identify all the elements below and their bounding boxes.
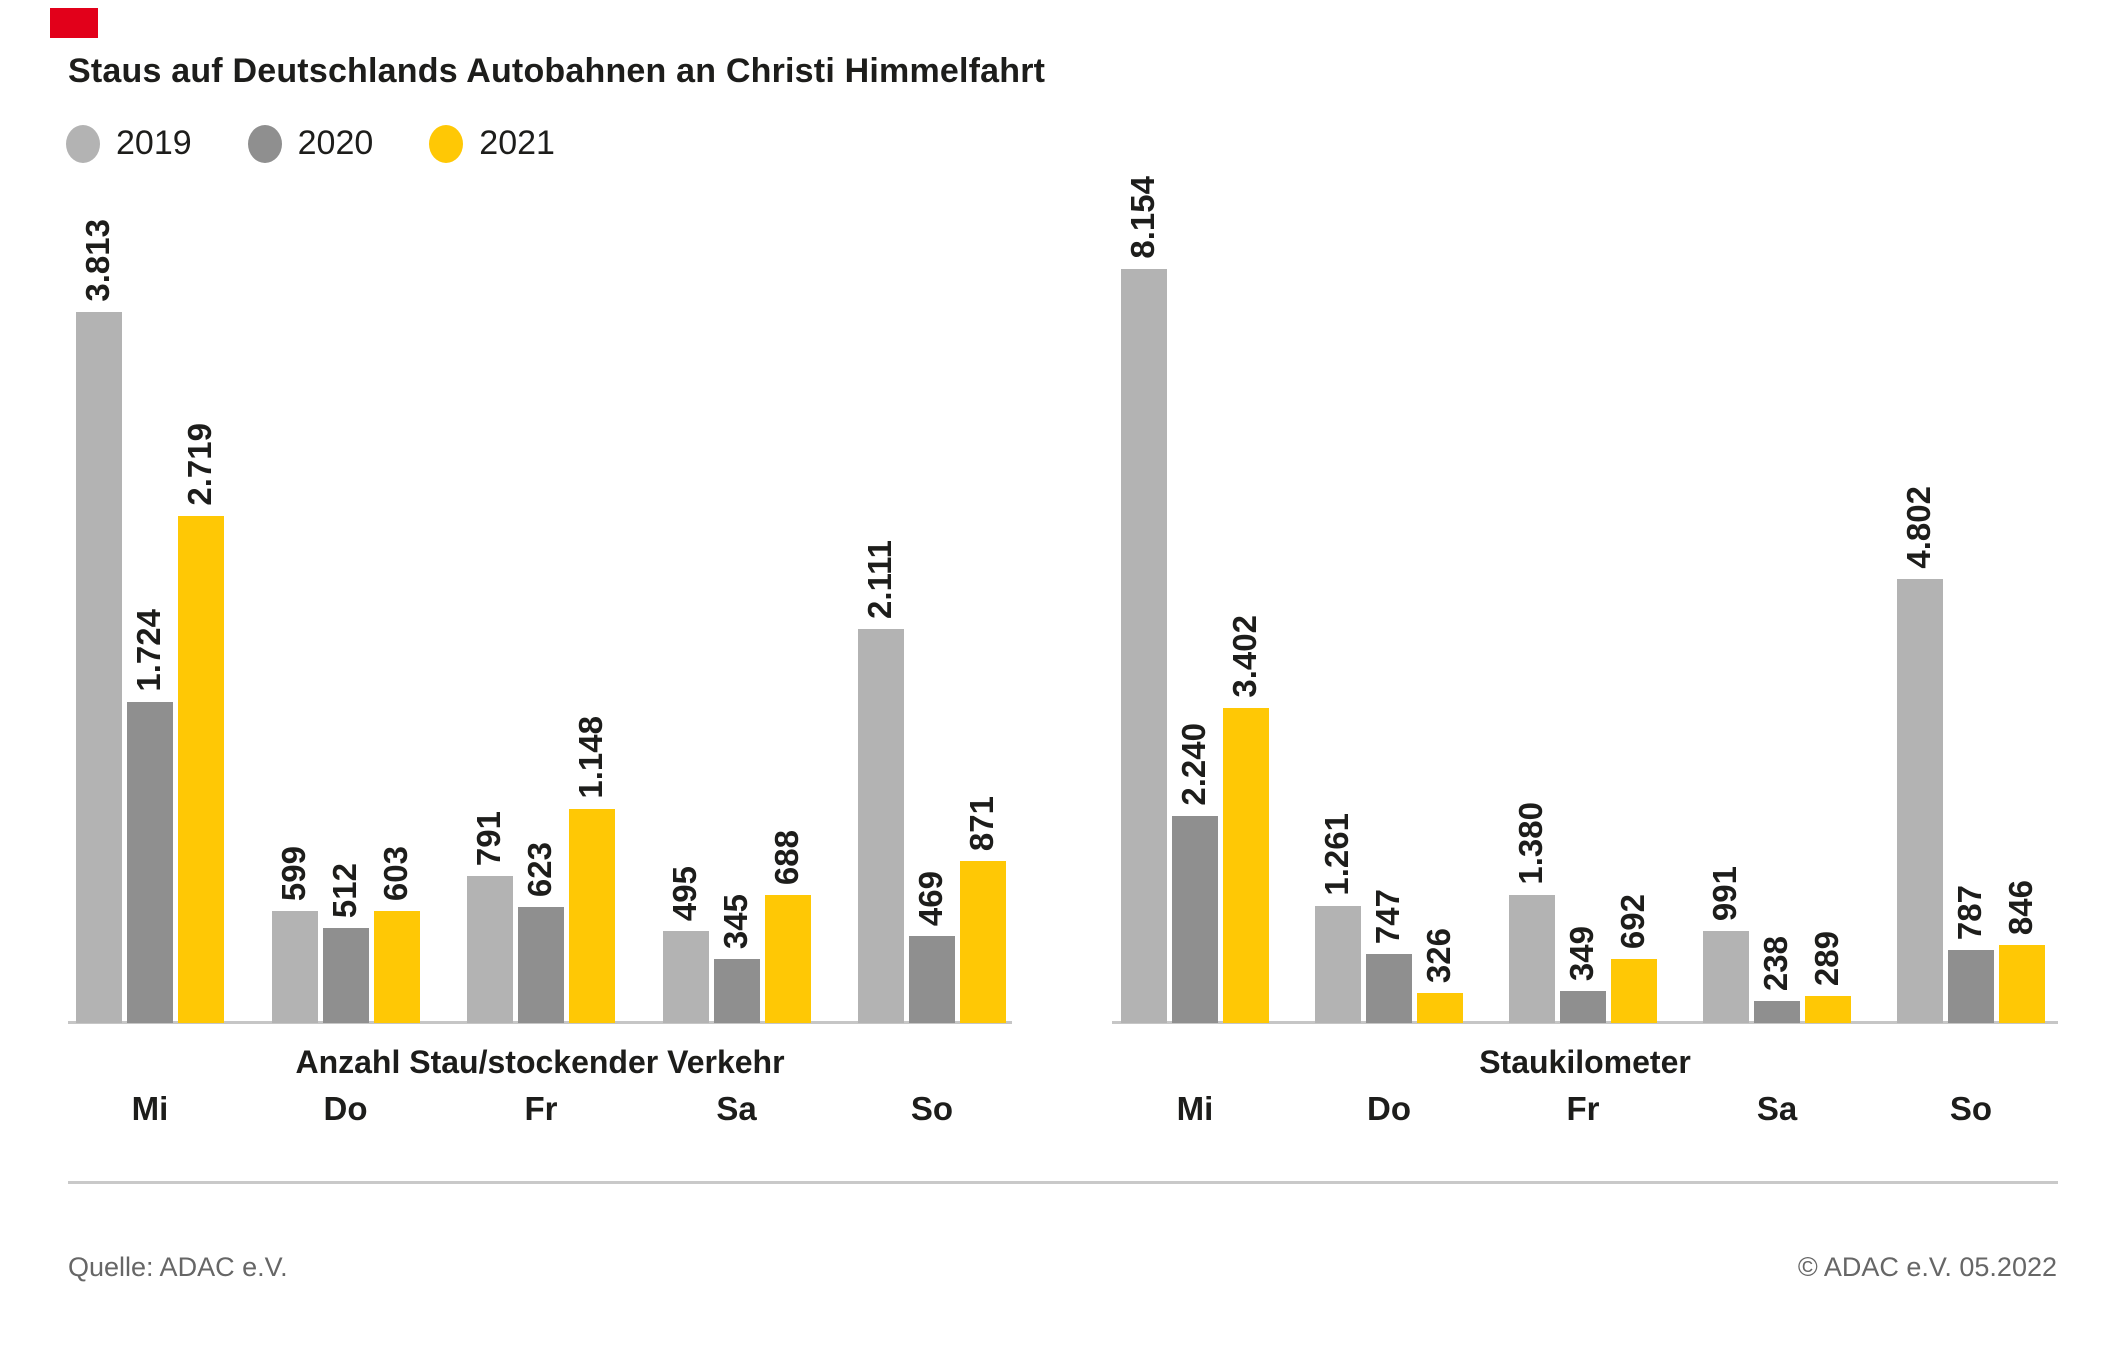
value-label-2021-Fr: 692 (1614, 893, 1651, 949)
bar-2020-Sa (1754, 1001, 1800, 1023)
value-label-2020-Sa: 345 (716, 893, 754, 949)
value-label-2020-Mi: 1.724 (130, 609, 167, 692)
value-label-2021-Sa: 688 (767, 829, 805, 885)
bar-2020-Do (1366, 954, 1412, 1023)
category-label-Do: Do (1367, 1090, 1411, 1127)
value-label-2021-Do: 326 (1420, 927, 1457, 983)
bar-2020-So (909, 936, 955, 1023)
value-label-2020-Do: 747 (1369, 888, 1406, 944)
bar-2021-Mi (1223, 708, 1269, 1023)
category-label-Fr: Fr (524, 1090, 558, 1127)
bar-2021-Sa (764, 895, 811, 1023)
source-note: Quelle: ADAC e.V. (68, 1252, 288, 1282)
bar-2021-Sa (1805, 996, 1851, 1023)
chart-title: Staus auf Deutschlands Autobahnen an Chr… (68, 52, 1046, 90)
value-label-2019-Mi: 8.154 (1124, 176, 1161, 259)
legend: 2019 2020 2021 (66, 124, 555, 163)
bar-2019-Do (271, 911, 318, 1023)
bar-2019-Mi (76, 312, 122, 1023)
value-label-2021-Sa: 289 (1808, 930, 1845, 986)
bar-2021-So (960, 861, 1006, 1023)
value-label-2021-Mi: 3.402 (1226, 615, 1263, 698)
category-label-Sa: Sa (716, 1090, 757, 1127)
bar-2019-Do (1315, 906, 1361, 1023)
value-label-2020-Mi: 2.240 (1175, 723, 1212, 806)
legend-item-2020: 2020 (247, 124, 374, 163)
bar-2019-So (858, 629, 904, 1023)
value-label-2020-So: 469 (912, 870, 949, 926)
value-label-2019-Do: 599 (274, 845, 312, 901)
value-label-2019-Mi: 3.813 (79, 219, 116, 302)
bar-2020-Sa (713, 959, 760, 1023)
category-label-Do: Do (323, 1090, 368, 1127)
axis-caption: Anzahl Stau/stockender Verkehr (295, 1044, 785, 1080)
category-label-Sa: Sa (1756, 1090, 1798, 1127)
bar-2020-Fr (1560, 991, 1606, 1023)
bar-2019-Fr (467, 876, 513, 1023)
bar-2020-Mi (1172, 816, 1218, 1023)
category-label-Mi: Mi (1176, 1090, 1214, 1127)
value-label-2019-Fr: 791 (470, 810, 507, 866)
bar-2021-Do (373, 911, 420, 1023)
bar-2021-Fr (569, 809, 615, 1023)
bar-2021-Mi (178, 516, 224, 1023)
legend-label: 2020 (297, 124, 374, 162)
bar-2021-Do (1417, 993, 1463, 1023)
bar-2020-Do (322, 928, 369, 1023)
category-label-Mi: Mi (131, 1090, 169, 1127)
value-label-2020-Do: 512 (325, 862, 363, 918)
value-label-2019-Sa: 495 (665, 865, 703, 921)
axis-caption: Staukilometer (1479, 1044, 1691, 1080)
brand-red-square (50, 8, 98, 38)
bar-2021-So (1999, 945, 2045, 1023)
value-label-2021-Fr: 1.148 (572, 716, 609, 799)
category-label-So: So (1949, 1090, 1993, 1127)
value-label-2020-Fr: 349 (1563, 925, 1600, 981)
value-label-2021-So: 846 (2002, 879, 2039, 935)
category-label-So: So (910, 1090, 954, 1127)
bar-2019-Fr (1509, 895, 1555, 1023)
value-label-2019-Sa: 991 (1706, 865, 1743, 921)
value-label-2020-So: 787 (1951, 884, 1988, 940)
legend-item-2021: 2021 (429, 124, 555, 163)
bar-2019-Sa (662, 931, 709, 1023)
category-label-Fr: Fr (1566, 1090, 1600, 1127)
value-label-2019-So: 2.111 (861, 540, 898, 619)
legend-swatch-icon (429, 124, 464, 163)
value-label-2019-So: 4.802 (1900, 486, 1937, 569)
value-label-2019-Do: 1.261 (1318, 813, 1355, 896)
value-label-2021-So: 871 (963, 795, 1000, 851)
value-label-2021-Mi: 2.719 (181, 423, 218, 506)
bar-2019-Mi (1121, 269, 1167, 1023)
value-label-2019-Fr: 1.380 (1512, 802, 1549, 885)
bar-2021-Fr (1611, 959, 1657, 1023)
bar-2020-Fr (518, 907, 564, 1023)
value-label-2020-Sa: 238 (1757, 935, 1794, 991)
legend-swatch-icon (247, 124, 282, 163)
legend-label: 2019 (116, 124, 192, 162)
value-label-2021-Do: 603 (376, 845, 414, 901)
legend-label: 2021 (479, 124, 555, 162)
bar-2020-Mi (127, 702, 173, 1023)
legend-item-2019: 2019 (66, 124, 192, 163)
bar-2019-So (1897, 579, 1943, 1023)
divider-line (68, 1181, 2058, 1184)
bar-2019-Sa (1703, 931, 1749, 1023)
copyright-note: © ADAC e.V. 05.2022 (1797, 1252, 2057, 1282)
legend-swatch-icon (66, 124, 100, 163)
bar-2020-So (1948, 950, 1994, 1023)
value-label-2020-Fr: 623 (521, 841, 558, 897)
